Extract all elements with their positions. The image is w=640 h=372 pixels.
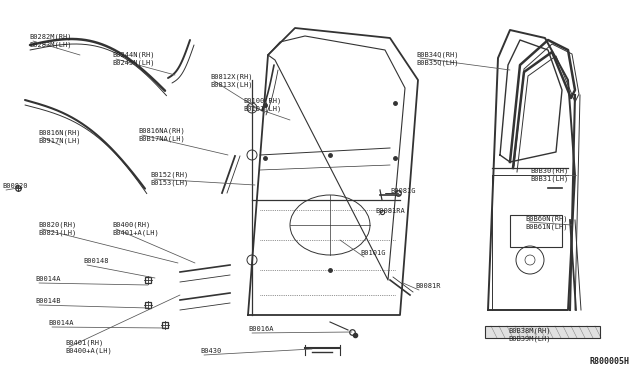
Bar: [485, 326, 600, 338]
Text: B0B30(RH)
B0B31(LH): B0B30(RH) B0B31(LH): [530, 168, 568, 183]
Bar: [510, 215, 562, 247]
Text: B0820(RH)
B0821(LH): B0820(RH) B0821(LH): [38, 222, 76, 237]
Text: B00148: B00148: [83, 258, 109, 264]
Text: B0816NA(RH)
B0B17NA(LH): B0816NA(RH) B0B17NA(LH): [138, 128, 185, 142]
Text: B0816N(RH)
B0917N(LH): B0816N(RH) B0917N(LH): [38, 130, 81, 144]
Text: B0B38M(RH)
B0B39M(LH): B0B38M(RH) B0B39M(LH): [508, 328, 550, 343]
Text: B0016A: B0016A: [248, 326, 273, 332]
Text: B0282M(RH)
B0283M(LH): B0282M(RH) B0283M(LH): [29, 34, 72, 48]
Text: B0014A: B0014A: [48, 320, 74, 326]
Text: B0081RA: B0081RA: [375, 208, 404, 214]
Text: B0081G: B0081G: [390, 188, 415, 194]
Text: B0081R: B0081R: [415, 283, 440, 289]
Text: B0401(RH)
B0400+A(LH): B0401(RH) B0400+A(LH): [65, 340, 112, 355]
Text: B0244N(RH)
B0245N(LH): B0244N(RH) B0245N(LH): [112, 52, 154, 67]
Text: B0100(RH)
B0101(LH): B0100(RH) B0101(LH): [243, 98, 281, 112]
Text: B0400(RH)
B0401+A(LH): B0400(RH) B0401+A(LH): [112, 222, 159, 237]
Text: B0101G: B0101G: [360, 250, 385, 256]
Text: B0B34Q(RH)
B0B35Q(LH): B0B34Q(RH) B0B35Q(LH): [416, 51, 458, 65]
Text: B0812X(RH)
B0813X(LH): B0812X(RH) B0813X(LH): [210, 74, 253, 89]
Text: B00820: B00820: [2, 183, 28, 189]
Text: B0B60N(RH)
B0B61N(LH): B0B60N(RH) B0B61N(LH): [525, 215, 568, 230]
Text: R800005H: R800005H: [590, 357, 630, 366]
Text: B0152(RH)
B0153(LH): B0152(RH) B0153(LH): [150, 172, 188, 186]
Text: B0014B: B0014B: [35, 298, 61, 304]
Text: B0430: B0430: [200, 348, 221, 354]
Text: B0014A: B0014A: [35, 276, 61, 282]
